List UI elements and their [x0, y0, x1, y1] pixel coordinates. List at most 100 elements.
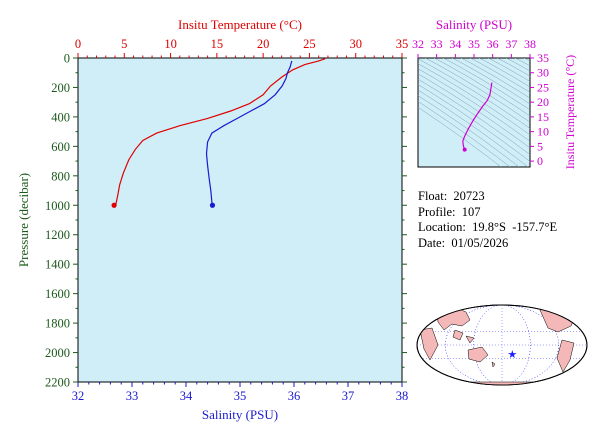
float-location-marker: ★ [507, 349, 517, 361]
ts-salinity-tick-label: 35 [468, 37, 480, 51]
density-contour [418, 95, 520, 167]
ts-curve [462, 82, 493, 150]
ts-temperature-tick-label: 0 [537, 154, 543, 168]
ts-salinity-axis-label: Salinity (PSU) [436, 17, 512, 32]
density-contour [418, 63, 530, 136]
density-contour [418, 58, 530, 129]
south-america-shape [556, 339, 575, 373]
salinity-tick-label: 34 [180, 389, 193, 403]
new-zealand-shape [491, 361, 496, 368]
ts-temperature-tick-label: 25 [537, 80, 549, 94]
temperature-profile-line [113, 58, 326, 206]
profile-series [111, 58, 326, 208]
salinity-profile-line [205, 60, 293, 206]
australia-shape [467, 346, 489, 363]
density-contour [451, 58, 530, 105]
density-contour [496, 58, 530, 77]
temperature-tick-label: 20 [257, 37, 270, 51]
density-contour [418, 73, 530, 149]
density-contour [469, 58, 530, 93]
ts-bottom-point [462, 147, 467, 152]
density-contour [418, 84, 530, 162]
map-meridian [473, 305, 531, 385]
salinity-bottom-point [209, 202, 216, 208]
ts-temperature-axis-label: Insitu Temperature (°C) [563, 55, 577, 169]
temperature-tick-label: 35 [396, 37, 409, 51]
pressure-tick-label: 0 [64, 52, 70, 66]
float-info: Float: 20723 Profile: 107 Location: 19.8… [418, 189, 557, 251]
ts-temperature-tick-label: 30 [537, 66, 549, 80]
ts-temperature-tick-label: 5 [537, 139, 543, 153]
profile-tick-labels: 0 5 10 15 20 25 30 35 32 33 34 35 36 37 38 0 200 400 600 80… [45, 37, 408, 403]
salinity-tick-label: 37 [342, 389, 355, 403]
ts-temperature-tick-label: 15 [537, 110, 549, 124]
density-contour [514, 58, 530, 67]
ts-salinity-tick-label: 37 [505, 37, 517, 51]
ts-axis-ticks [417, 54, 534, 162]
density-contour [418, 106, 502, 167]
ts-temperature-tick-label: 35 [537, 51, 549, 65]
salinity-tick-label: 35 [234, 389, 247, 403]
map-meridian [445, 305, 559, 385]
ts-temperature-tick-label: 20 [537, 95, 549, 109]
profile-plot: 0 5 10 15 20 25 30 35 32 33 34 35 36 37 38 0 200 400 600 80… [16, 17, 408, 422]
density-contour [442, 58, 530, 111]
pressure-tick-label: 1000 [45, 199, 70, 213]
pressure-tick-label: 1400 [45, 258, 70, 272]
salinity-tick-label: 38 [396, 389, 409, 403]
ts-plot-area [417, 57, 531, 168]
map-outline [416, 304, 588, 386]
density-contour [418, 101, 511, 167]
salinity-axis-label: Salinity (PSU) [202, 407, 278, 422]
pressure-tick-label: 1200 [45, 228, 70, 242]
temperature-tick-label: 5 [121, 37, 127, 51]
pressure-tick-label: 600 [51, 140, 70, 154]
density-contour [418, 89, 529, 167]
salinity-tick-label: 33 [126, 389, 139, 403]
temperature-axis-label: Insitu Temperature (°C) [178, 17, 302, 32]
density-contour [460, 58, 530, 99]
profile-plot-area [77, 57, 403, 383]
ts-salinity-tick-label: 36 [487, 37, 499, 51]
float-location: Location: 19.8°S -157.7°E [418, 220, 558, 234]
temperature-tick-label: 30 [349, 37, 362, 51]
pressure-axis-label: Pressure (decibar) [16, 173, 31, 267]
profile-axis-ticks [73, 53, 407, 387]
pressure-tick-label: 1800 [45, 317, 70, 331]
africa-shape [419, 327, 439, 361]
density-contour [424, 58, 530, 123]
pressure-tick-label: 2000 [45, 346, 70, 360]
ts-salinity-tick-label: 33 [431, 37, 443, 51]
profile-number: Profile: 107 [418, 204, 481, 219]
temperature-tick-label: 0 [75, 37, 81, 51]
world-map: ★ [416, 304, 588, 386]
pressure-tick-label: 200 [51, 81, 70, 95]
india-shape [452, 329, 464, 341]
pressure-tick-label: 1600 [45, 287, 70, 301]
salinity-tick-label: 36 [288, 389, 301, 403]
pressure-tick-label: 2200 [45, 376, 70, 390]
density-contour [505, 58, 530, 72]
ts-salinity-tick-label: 38 [524, 37, 536, 51]
temperature-bottom-point [111, 202, 117, 208]
density-contour [478, 58, 530, 88]
profile-date: Date: 01/05/2026 [418, 235, 509, 250]
density-contour [418, 78, 530, 155]
ts-salinity-tick-label: 34 [449, 37, 461, 51]
density-contour [433, 58, 530, 117]
salinity-tick-label: 32 [72, 389, 85, 403]
pressure-tick-label: 800 [51, 169, 70, 183]
density-contour [487, 58, 530, 82]
density-contours [418, 58, 530, 167]
temperature-tick-label: 10 [164, 37, 177, 51]
pressure-tick-label: 400 [51, 110, 70, 124]
float-id: Float: 20723 [418, 189, 485, 203]
temperature-tick-label: 15 [211, 37, 224, 51]
se-asia-shape [465, 335, 475, 344]
density-contour [418, 68, 530, 142]
ts-salinity-tick-label: 32 [412, 37, 424, 51]
ts-series [462, 82, 493, 152]
